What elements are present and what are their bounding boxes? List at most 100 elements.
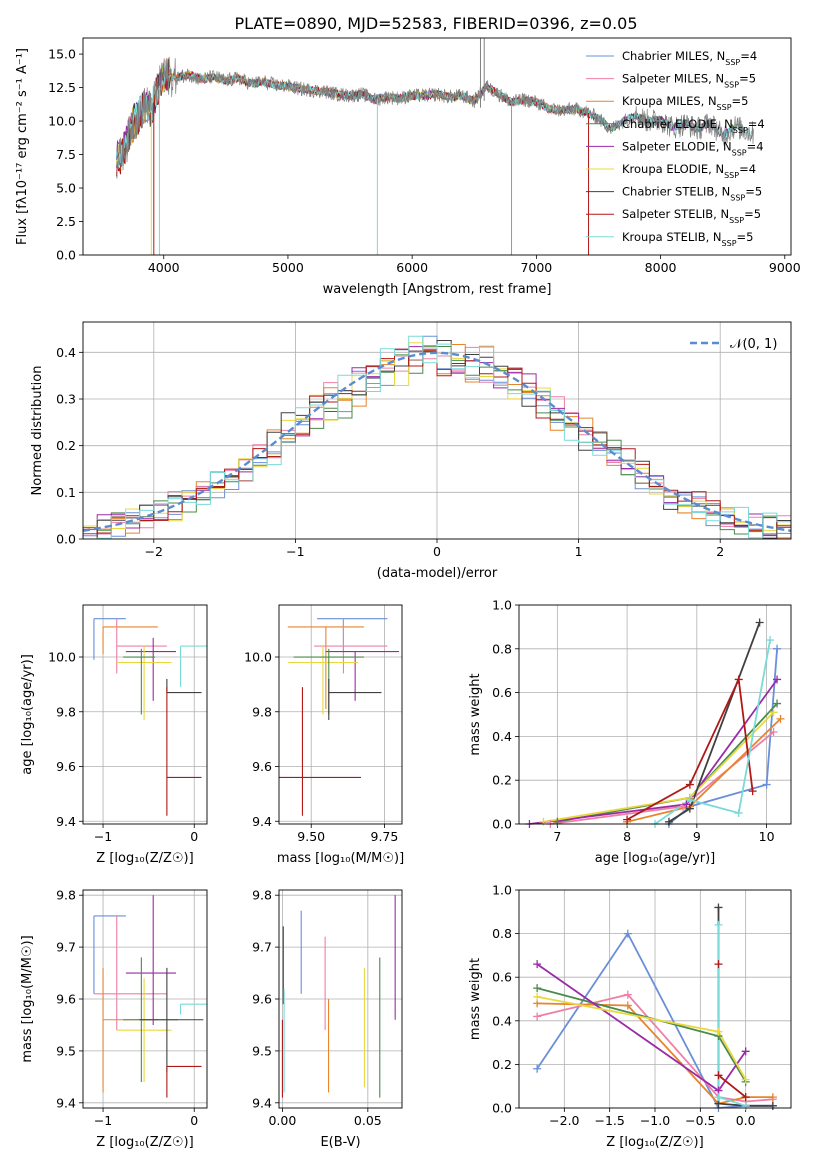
weight-marker	[553, 817, 562, 826]
y-tick-label: 2.5	[56, 214, 76, 229]
weight-marker	[748, 787, 757, 796]
legend-subscript: SSP	[733, 125, 748, 134]
x-axis-label: Z [log₁₀(Z/Z☉)]	[96, 1135, 193, 1150]
weight-marker	[769, 708, 778, 717]
legend-subscript: SSP	[725, 58, 740, 67]
panel-mass-vs-EBV: 0.00 0.05 9.4 9.5 9.6 9.7 9.8 E(B-V)	[252, 888, 403, 1150]
weight-marker	[762, 780, 771, 789]
y-tick-label: 9.8	[56, 888, 76, 903]
axes-frame	[278, 889, 403, 1109]
weight-marker	[533, 1064, 542, 1073]
legend-value: =5	[737, 230, 754, 244]
x-tick-label: 1	[575, 544, 583, 559]
y-tick-label: 0.4	[56, 345, 76, 360]
x-tick-label: 0.05	[354, 1113, 382, 1128]
x-axis-label: E(B-V)	[320, 1135, 360, 1150]
y-tick-label: 0.2	[492, 773, 512, 788]
model-line	[116, 70, 589, 177]
weight-marker	[714, 1071, 723, 1080]
panel-residuals: −2 −1 0 1 2 0.0 0.1 0.2 0.3 0.4 (data-model)/error…	[30, 321, 792, 581]
y-tick-label: 9.4	[56, 814, 76, 829]
legend-subscript: SSP	[722, 238, 737, 247]
axes-frame	[82, 889, 208, 1109]
y-axis-label: mass weight	[468, 673, 483, 755]
weight-marker	[741, 1075, 750, 1084]
y-tick-label: 7.5	[56, 147, 76, 162]
panel-age-vs-mass: 9.50 9.75 9.4 9.6 9.8 10.0 mass [log₁₀(M/M☉)]	[244, 604, 404, 866]
legend-subscript: SSP	[724, 80, 739, 89]
x-axis-label: mass [log₁₀(M/M☉)]	[277, 851, 404, 866]
weight-marker	[741, 1093, 750, 1102]
weight-marker	[714, 920, 723, 929]
legend-label: Chabrier STELIB, NSSP=5	[622, 185, 762, 203]
weight-marker	[623, 990, 632, 999]
legend-value: =5	[744, 207, 761, 221]
weight-line	[536, 963, 747, 1092]
legend-label: Salpeter MILES, NSSP=5	[622, 72, 756, 90]
weight-marker	[533, 1012, 542, 1021]
weight-marker	[685, 795, 694, 804]
y-tick-label: 9.7	[56, 940, 76, 955]
panel-spectrum: 4000 5000 6000 7000 8000 9000 0.0 2.5 5.0 7.5 10.0…	[15, 37, 801, 297]
y-tick-label: 0.0	[492, 817, 512, 832]
x-tick-label: 5000	[272, 260, 304, 275]
weight-marker	[734, 675, 743, 684]
x-tick-label: 0.0	[736, 1113, 756, 1128]
y-tick-label: 0.6	[492, 970, 512, 985]
plot-area	[279, 605, 402, 824]
y-tick-label: 5.0	[56, 181, 76, 196]
panel-mass-vs-Z: −1 0 9.4 9.5 9.6 9.7 9.8 Z [log₁₀(Z/Z☉)] mass [l…	[20, 888, 208, 1150]
figure-title: PLATE=0890, MJD=52583, FIBERID=0396, z=0…	[234, 14, 637, 33]
y-tick-label: 1.0	[492, 598, 512, 613]
x-tick-label: 0	[433, 544, 441, 559]
y-tick-label: 9.6	[56, 992, 76, 1007]
legend-label: Kroupa MILES, NSSP=5	[622, 94, 748, 112]
legend-value: =4	[747, 139, 764, 153]
panel-age-vs-Z: −1 0 9.4 9.6 9.8 10.0 Z [log₁₀(Z/Z☉)] age [log₁…	[20, 604, 208, 866]
x-tick-label: −2.0	[549, 1113, 579, 1128]
y-tick-label: 0.0	[56, 248, 76, 263]
plot-area	[83, 322, 791, 539]
y-tick-label: 9.8	[252, 888, 272, 903]
data-line	[116, 57, 754, 179]
y-tick-label: 0.0	[492, 1101, 512, 1116]
y-tick-label: 10.0	[48, 650, 76, 665]
weight-marker	[714, 960, 723, 969]
legend-value: =5	[732, 94, 749, 108]
panel-weight-vs-age: 7 8 9 10 0.0 0.2 0.4 0.6 0.8 1.0 age [log₁₀(age/yr…	[468, 598, 792, 866]
legend-value: =5	[745, 185, 762, 199]
legend-label: Salpeter ELODIE, NSSP=4	[622, 139, 764, 157]
weight-marker	[776, 714, 785, 723]
y-tick-label: 12.5	[48, 80, 76, 95]
legend-value: =4	[739, 162, 756, 176]
plot-area	[519, 890, 791, 1108]
x-tick-label: −1	[94, 1113, 112, 1128]
x-tick-label: 9000	[769, 260, 801, 275]
y-tick-label: 9.8	[252, 704, 272, 719]
legend-label: Kroupa STELIB, NSSP=5	[622, 230, 753, 248]
x-tick-label: 0	[190, 829, 198, 844]
y-tick-label: 9.4	[56, 1095, 76, 1110]
weight-marker	[741, 1047, 750, 1056]
x-tick-label: 4000	[148, 260, 180, 275]
y-tick-label: 9.6	[252, 759, 272, 774]
y-axis-label: mass weight	[468, 958, 483, 1040]
legend-subscript: SSP	[724, 171, 739, 180]
y-tick-label: 0.8	[492, 926, 512, 941]
axes-frame	[82, 604, 208, 825]
weight-marker	[685, 780, 694, 789]
x-tick-label: −0.5	[685, 1113, 715, 1128]
plot-area	[116, 38, 754, 255]
y-tick-label: 9.6	[56, 759, 76, 774]
legend-value: =4	[740, 49, 757, 63]
legend-subscript: SSP	[729, 216, 744, 225]
y-tick-label: 9.5	[56, 1043, 76, 1058]
y-tick-label: 1.0	[492, 883, 512, 898]
legend-value: =4	[748, 117, 765, 131]
x-tick-label: 9.50	[297, 829, 325, 844]
y-tick-label: 15.0	[48, 47, 76, 62]
legend-subscript: SSP	[717, 103, 732, 112]
y-tick-label: 9.5	[252, 1043, 272, 1058]
panel-weight-vs-Z: −2.0 −1.5 −1.0 −0.5 0.0 0.0 0.2 0.4 0.6 0.8 1.0 Z […	[468, 883, 792, 1150]
